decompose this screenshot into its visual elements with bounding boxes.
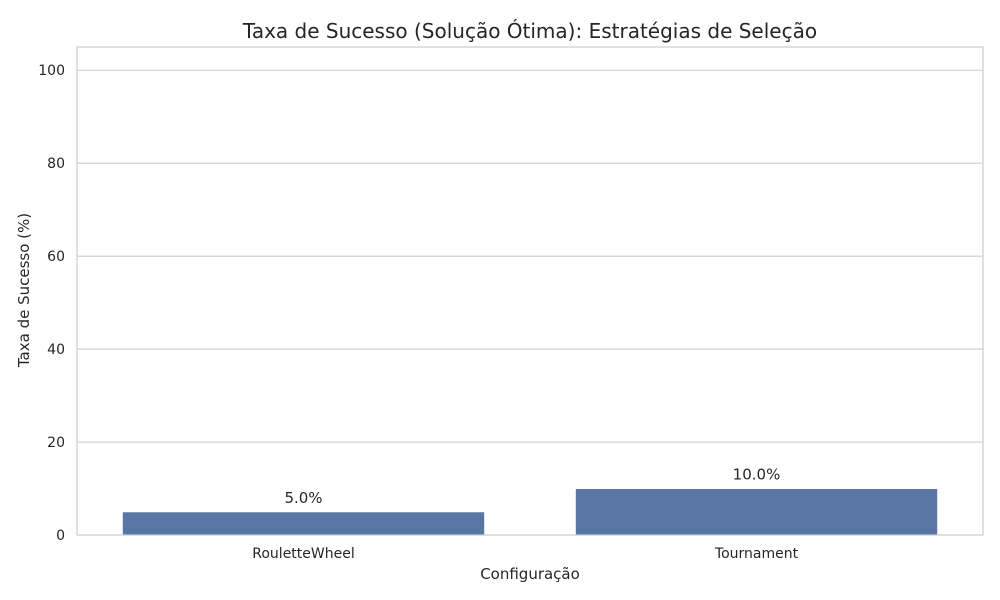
grid-lines xyxy=(77,69,983,536)
bar-roulettewheel xyxy=(121,511,486,536)
x-tick-label: Tournament xyxy=(714,546,799,562)
y-tick-label: 40 xyxy=(47,342,65,358)
y-axis-label: Taxa de Sucesso (%) xyxy=(15,213,33,368)
y-tick-label: 80 xyxy=(47,156,65,172)
bar-data-labels: 5.0% 10.0% xyxy=(284,466,780,507)
bar-tournament xyxy=(574,488,939,536)
x-tick-label: RouletteWheel xyxy=(252,546,354,562)
bar-value-label: 5.0% xyxy=(284,489,322,507)
bar-value-label: 10.0% xyxy=(733,466,781,484)
bars xyxy=(121,488,939,536)
x-axis-ticks: RouletteWheel Tournament xyxy=(252,546,798,562)
y-tick-label: 60 xyxy=(47,249,65,265)
y-tick-label: 20 xyxy=(47,435,65,451)
chart-title: Taxa de Sucesso (Solução Ótima): Estraté… xyxy=(242,19,817,43)
x-axis-label: Configuração xyxy=(480,565,580,583)
y-axis-ticks: 0 20 40 60 80 100 xyxy=(38,63,65,544)
plot-frame xyxy=(76,46,984,536)
y-tick-label: 0 xyxy=(56,528,65,544)
y-tick-label: 100 xyxy=(38,63,65,79)
